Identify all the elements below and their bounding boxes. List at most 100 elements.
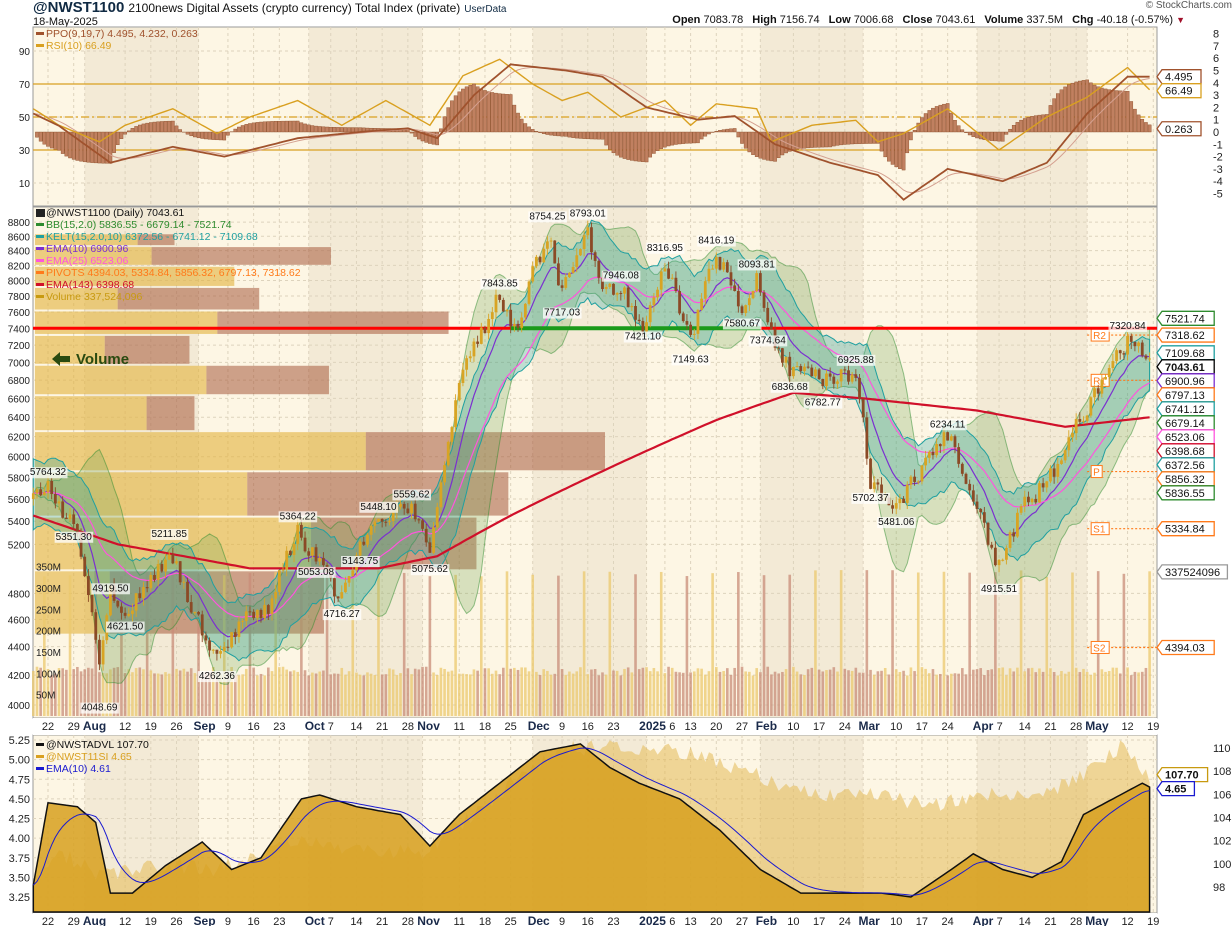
candle	[244, 605, 248, 627]
volume-bar	[296, 671, 299, 716]
volume-bar	[101, 673, 105, 716]
candle	[858, 374, 861, 404]
candle	[200, 610, 204, 643]
candle-body	[344, 582, 347, 593]
price-tick-label: 6600	[8, 394, 31, 405]
candle-body	[905, 484, 909, 503]
volume-by-price-down	[146, 396, 195, 431]
candle	[909, 475, 913, 490]
volume-bar	[259, 673, 263, 716]
candle-body	[902, 498, 905, 503]
candle	[828, 367, 832, 381]
candle	[520, 312, 524, 333]
candle	[266, 603, 270, 621]
volume-bar	[788, 574, 792, 716]
volume-bar	[825, 670, 828, 716]
price-tick-label: 4400	[8, 643, 31, 654]
volume-bar	[479, 576, 483, 716]
price-annotation-bg	[296, 566, 336, 578]
date-tick-label: 29	[68, 721, 80, 733]
candle	[894, 496, 898, 515]
date-tick-label: 28	[402, 916, 414, 926]
candle	[920, 465, 924, 485]
price-annotation: 5075.62	[412, 564, 449, 575]
ppo-histogram-bar	[1044, 114, 1049, 133]
price-annotation-bg	[851, 492, 891, 504]
si-tick-label: 3.50	[9, 872, 30, 884]
ppo-histogram-bar	[505, 94, 509, 133]
ppo-histogram-bar	[556, 131, 561, 137]
date-tick-label: 24	[839, 721, 851, 733]
price-value-tag: 6900.96	[1156, 373, 1215, 389]
ppo-line	[32, 63, 1150, 201]
volume-bar	[138, 667, 142, 716]
price-annotation-group: 7374.64	[748, 335, 788, 347]
candle	[692, 328, 696, 340]
ppo-histogram-bar	[714, 131, 719, 133]
candle-body	[1063, 450, 1067, 461]
candle	[303, 531, 307, 553]
volume-bar	[1016, 667, 1019, 716]
ppo-histogram-bar	[1096, 86, 1100, 133]
candle	[277, 569, 281, 596]
candle-body	[538, 256, 542, 263]
date-tick-label: 28	[402, 721, 414, 733]
volume-bar	[509, 668, 512, 716]
date-tick-label: 16	[248, 916, 260, 926]
candle-body	[1100, 379, 1104, 394]
volume-bar	[553, 673, 557, 716]
candle-body	[175, 561, 178, 564]
price-tick-label: 8800	[8, 218, 31, 229]
ppo-histogram-bar	[479, 88, 484, 133]
ppo-histogram-bar	[464, 86, 469, 133]
legend-swatch	[36, 32, 44, 35]
volume-bar	[465, 674, 468, 716]
price-annotation-bg	[1108, 320, 1148, 332]
candle	[553, 240, 557, 264]
ppo-histogram-bar	[883, 131, 888, 158]
candle	[722, 258, 726, 272]
volume-bar	[715, 667, 718, 716]
volume-bar	[865, 570, 869, 716]
ppo-histogram-bar	[956, 125, 961, 133]
ppo-histogram-bar	[310, 125, 315, 133]
candle-body	[590, 227, 593, 253]
volume-bar	[663, 673, 667, 716]
ppo-histogram-bar	[53, 131, 58, 150]
volume-bar	[1078, 672, 1082, 716]
price-annotation: 6925.88	[838, 355, 875, 366]
tag-box	[1156, 69, 1202, 85]
candle	[50, 478, 54, 500]
pivot-label-box	[1090, 465, 1103, 479]
candle-body	[171, 554, 175, 564]
candle	[435, 502, 439, 531]
candle	[1122, 350, 1126, 361]
ppo-histogram-bar	[740, 131, 744, 144]
ppo-histogram-bar	[538, 131, 542, 133]
ppo-histogram-bar	[266, 121, 271, 133]
date-tick-label: 11	[454, 721, 465, 733]
ppo-histogram-bar	[530, 129, 535, 133]
ppo-histogram-bar	[1111, 89, 1115, 133]
date-tick-label: Sep	[194, 914, 216, 926]
candle-body	[615, 293, 619, 295]
date-tick-label: Aug	[83, 719, 106, 733]
candle-body	[832, 376, 836, 384]
candle-body	[167, 554, 171, 560]
ppo-histogram-bar	[325, 126, 329, 133]
volume-tick-label: 350M	[36, 563, 61, 574]
volume-by-price-down	[104, 335, 190, 364]
volume-bar	[318, 671, 322, 716]
candle	[274, 585, 278, 604]
breadth-value-tag: 4.65	[1156, 780, 1196, 797]
price-annotation-group: 5211.85	[150, 528, 189, 540]
candle-body	[83, 556, 87, 577]
price-tick-label: 8400	[8, 247, 31, 258]
ppo-histogram-bar	[949, 112, 954, 133]
candle	[590, 222, 593, 260]
candle-body	[920, 465, 924, 482]
tag-text: 107.70	[1165, 770, 1199, 782]
candle	[957, 443, 961, 468]
candle-body	[828, 373, 832, 377]
